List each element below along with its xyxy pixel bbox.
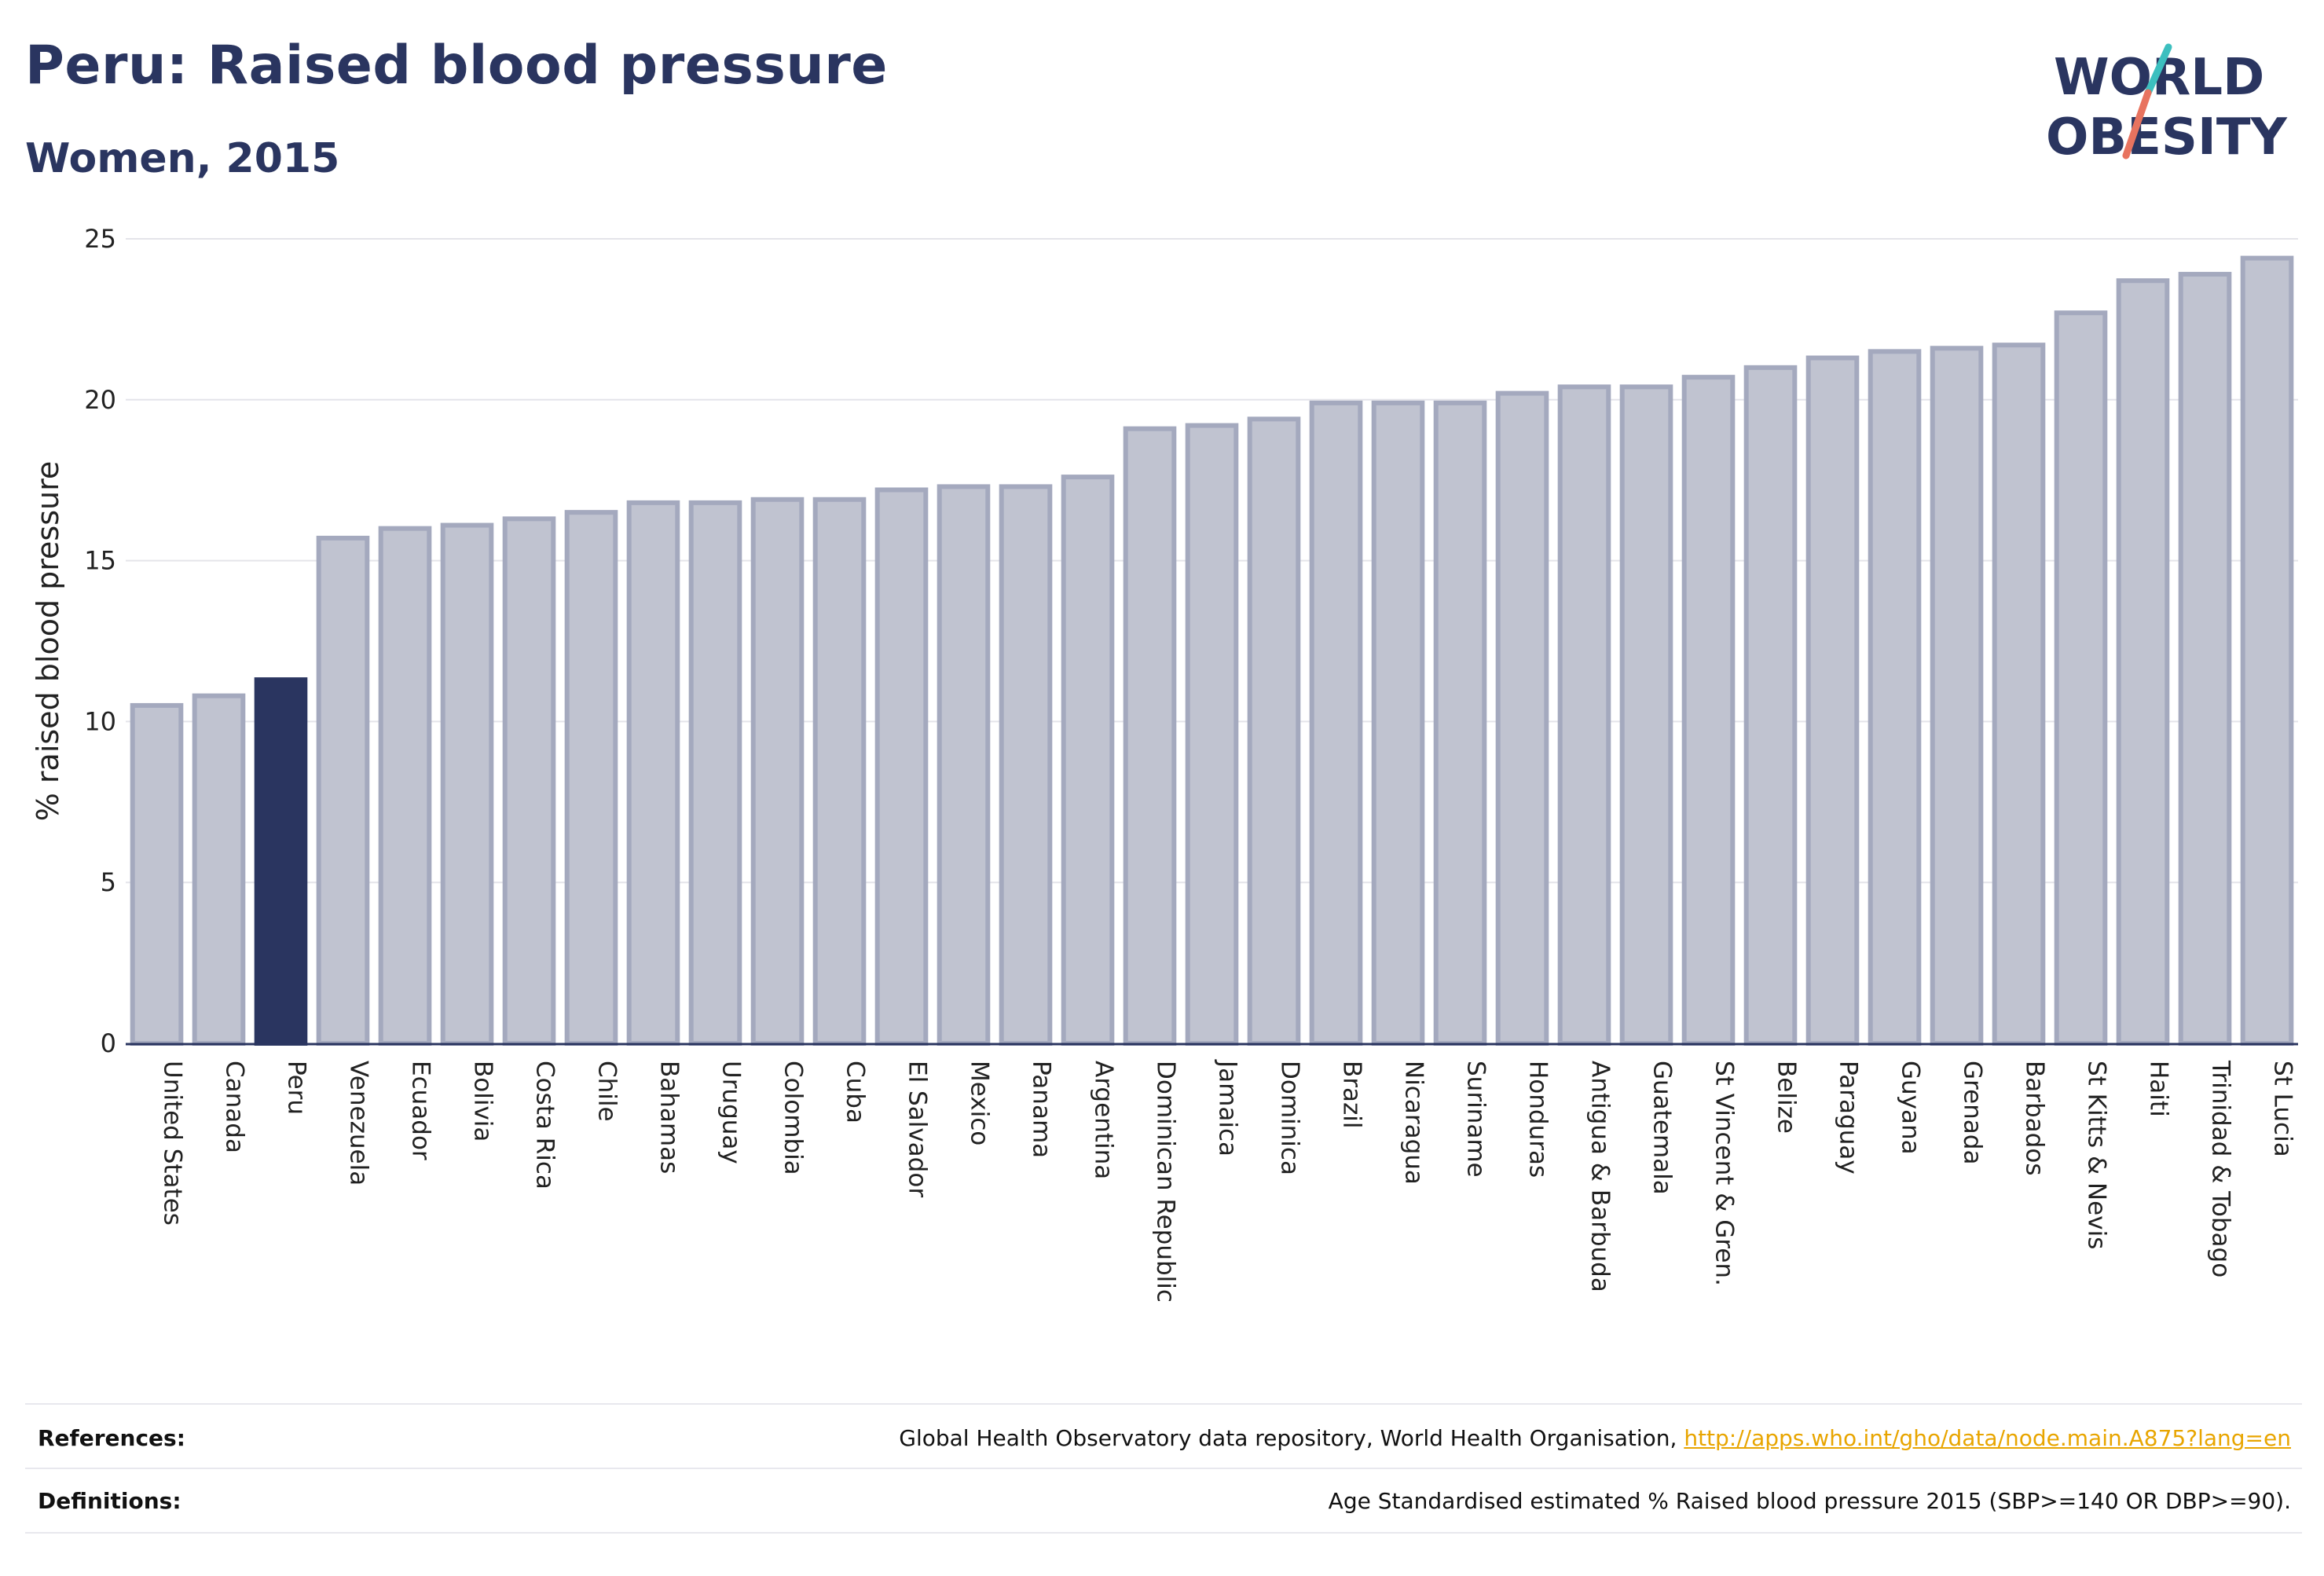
bar-suriname[interactable] <box>1433 400 1487 1046</box>
bar-trinidad-tobago[interactable] <box>2178 272 2232 1046</box>
bar-argentina[interactable] <box>1061 475 1115 1046</box>
y-tick-label: 25 <box>84 224 116 254</box>
bar-layer <box>130 255 2294 1046</box>
bar-mexico[interactable] <box>937 484 991 1046</box>
category-label: Honduras <box>1524 1061 1552 1178</box>
bar-bahamas[interactable] <box>626 500 680 1046</box>
category-label: Cuba <box>841 1061 870 1123</box>
page-subtitle: Women, 2015 <box>25 135 340 182</box>
category-label: Grenada <box>1959 1061 1987 1164</box>
category-label: St Vincent & Gren. <box>1710 1061 1739 1286</box>
references-text: Global Health Observatory data repositor… <box>899 1425 1684 1451</box>
category-label: Suriname <box>1462 1061 1490 1178</box>
category-label: Venezuela <box>345 1061 373 1186</box>
bar-st-kitts-nevis[interactable] <box>2054 310 2108 1046</box>
bar-venezuela[interactable] <box>316 535 370 1046</box>
references-link[interactable]: http://apps.who.int/gho/data/node.main.A… <box>1684 1425 2291 1451</box>
definitions-row: Definitions: Age Standardised estimated … <box>38 1488 2291 1519</box>
category-label: Peru <box>283 1061 311 1115</box>
bar-st-lucia[interactable] <box>2240 255 2294 1046</box>
category-label: Ecuador <box>407 1061 435 1160</box>
bar-paraguay[interactable] <box>1805 355 1860 1046</box>
category-label: Trinidad & Tobago <box>2207 1060 2235 1277</box>
bar-belize[interactable] <box>1743 365 1798 1046</box>
y-tick-layer: 0 5 10 15 20 25 <box>84 224 116 1058</box>
category-label: Paraguay <box>1835 1061 1863 1175</box>
definitions-text: Age Standardised estimated % Raised bloo… <box>1328 1488 2291 1514</box>
bar-ecuador[interactable] <box>378 526 432 1046</box>
category-label: Haiti <box>2145 1061 2173 1117</box>
y-tick-label: 20 <box>84 385 116 415</box>
bar-guyana[interactable] <box>1868 349 1922 1046</box>
references-value: Global Health Observatory data repositor… <box>899 1425 2291 1451</box>
references-label: References: <box>38 1425 185 1451</box>
footer-divider-bottom <box>25 1532 2302 1534</box>
category-label: Jamaica <box>1214 1059 1242 1156</box>
footer-divider-middle <box>25 1468 2302 1469</box>
bar-dominican-republic[interactable] <box>1123 426 1177 1046</box>
bar-honduras[interactable] <box>1495 390 1549 1046</box>
bar-nicaragua[interactable] <box>1371 400 1425 1046</box>
category-label: Dominica <box>1276 1061 1304 1175</box>
bar-grenada[interactable] <box>1930 346 1984 1046</box>
y-tick-label: 0 <box>101 1028 116 1058</box>
bar-haiti[interactable] <box>2116 278 2170 1046</box>
bar-st-vincent-gren-[interactable] <box>1681 375 1736 1046</box>
bar-antigua-barbuda[interactable] <box>1557 384 1611 1046</box>
category-label: Chile <box>593 1061 621 1122</box>
category-label-layer: United States Canada Peru Venezuela Ecuador B… <box>159 1059 2297 1303</box>
bar-cuba[interactable] <box>812 497 867 1046</box>
category-label: Mexico <box>966 1061 994 1145</box>
bar-el-salvador[interactable] <box>874 487 929 1046</box>
bar-costa-rica[interactable] <box>502 516 556 1046</box>
bar-peru[interactable] <box>254 677 308 1046</box>
category-label: St Kitts & Nevis <box>2083 1061 2111 1249</box>
y-tick-label: 15 <box>84 546 116 576</box>
bar-barbados[interactable] <box>1992 343 2046 1046</box>
category-label: Canada <box>221 1061 249 1153</box>
y-tick-label: 10 <box>84 706 116 736</box>
page-title: Peru: Raised blood pressure <box>25 35 888 97</box>
category-label: Nicaragua <box>1400 1061 1428 1185</box>
bar-colombia[interactable] <box>750 497 805 1046</box>
category-label: Bahamas <box>655 1061 684 1174</box>
logo-slash-teal <box>2144 43 2172 97</box>
category-label: Antigua & Barbuda <box>1586 1061 1615 1292</box>
category-label: Argentina <box>1090 1061 1118 1179</box>
bar-guatemala[interactable] <box>1619 384 1673 1046</box>
logo-line-world: WORLD <box>2054 49 2264 107</box>
category-label: Guyana <box>1897 1061 1925 1155</box>
bar-uruguay[interactable] <box>688 500 742 1046</box>
bar-canada[interactable] <box>192 693 246 1046</box>
bar-dominica[interactable] <box>1247 416 1301 1046</box>
category-label: El Salvador <box>904 1061 932 1197</box>
bar-jamaica[interactable] <box>1185 423 1239 1046</box>
logo-slash-coral <box>2122 89 2152 159</box>
category-label: Brazil <box>1338 1061 1366 1129</box>
category-label: Costa Rica <box>531 1061 559 1189</box>
bar-brazil[interactable] <box>1309 400 1363 1046</box>
bar-chart: 0 5 10 15 20 25 United States Canada Peru Venezu… <box>31 224 2298 1303</box>
bar-chile[interactable] <box>564 510 618 1046</box>
category-label: Belize <box>1772 1061 1801 1134</box>
category-label: St Lucia <box>2269 1061 2297 1157</box>
category-label: Colombia <box>779 1061 808 1175</box>
y-tick-label: 5 <box>101 867 116 897</box>
references-row: References: Global Health Observatory da… <box>38 1425 2291 1457</box>
y-axis-title: % raised blood pressure <box>31 461 65 822</box>
bar-bolivia[interactable] <box>440 522 494 1046</box>
category-label: United States <box>159 1061 187 1226</box>
category-label: Guatemala <box>1648 1061 1677 1195</box>
bar-united-states[interactable] <box>130 702 184 1046</box>
definitions-label: Definitions: <box>38 1488 181 1514</box>
category-label: Dominican Republic <box>1152 1061 1180 1303</box>
category-label: Uruguay <box>717 1061 746 1164</box>
world-obesity-logo: WORLD OBESITY <box>2046 43 2287 167</box>
category-label: Barbados <box>2021 1061 2049 1175</box>
bar-panama[interactable] <box>999 484 1053 1046</box>
category-label: Panama <box>1028 1061 1056 1158</box>
footer-divider-top <box>25 1403 2302 1405</box>
category-label: Bolivia <box>469 1061 497 1142</box>
logo-line-obesity: OBESITY <box>2046 108 2287 167</box>
